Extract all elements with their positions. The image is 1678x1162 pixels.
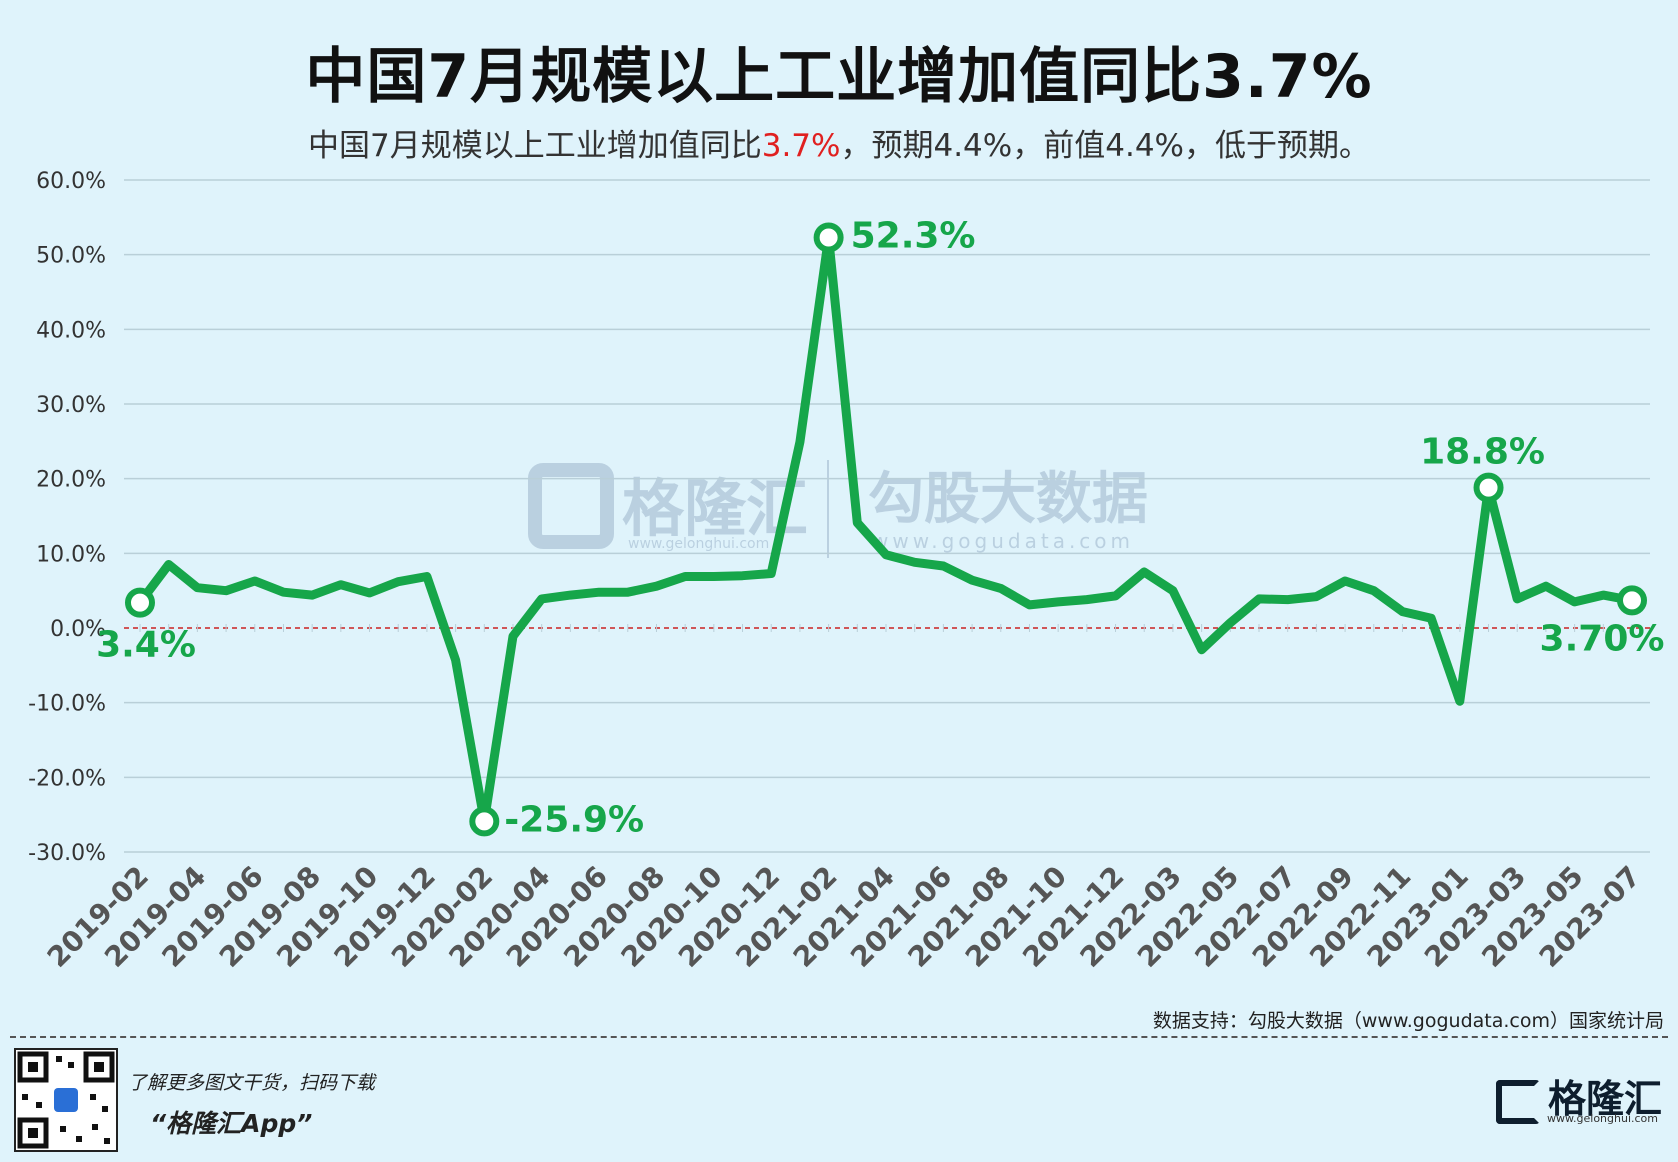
annotation-marker [1617,585,1647,616]
y-tick-label: 10.0% [36,542,106,567]
annotation-marker [469,806,500,837]
watermark-right-url: www.gogudata.com [872,529,1134,553]
brand-logo: 格隆汇 [1495,1068,1662,1124]
annotation-label: 52.3% [851,215,976,256]
watermark-right-text: 勾股大数据 [868,467,1148,532]
annotation-marker [125,587,155,618]
promo-text: 了解更多图文干货，扫码下载 [128,1072,376,1094]
qr-code-icon [14,1048,118,1152]
y-tick-label: 40.0% [36,318,106,343]
series-line-path [135,233,1637,826]
qr-pattern [17,1051,115,1149]
watermark-left-url: www.gelonghui.com [628,536,769,552]
annotations: 3.4% -25.9% 52.3% 18.8% 3.70% [96,215,1664,840]
line-chart: 格隆汇 www.gelonghui.com 勾股大数据 www.gogudata… [28,169,1664,974]
watermark: 格隆汇 www.gelonghui.com 勾股大数据 www.gogudata… [528,460,1148,558]
source-note: 数据支持：勾股大数据（www.gogudata.com）国家统计局 [1152,1010,1664,1032]
brand-url: www.gelonghui.com [1547,1112,1658,1125]
annotation-label: 3.4% [96,625,196,666]
chart-title: 中国7月规模以上工业增加值同比3.7% [305,42,1373,112]
y-tick-label: -10.0% [28,692,106,717]
subtitle-text-before: 中国7月规模以上工业增加值同比 [307,128,762,164]
annotation-label: 3.70% [1540,618,1665,659]
watermark-logo-icon [528,463,614,549]
promo-app-name: “格隆汇App” [150,1109,313,1138]
footer-divider [10,1036,1668,1038]
y-tick-label: -20.0% [28,766,106,791]
brand-name: 格隆汇 [1547,1077,1662,1121]
y-tick-label: -30.0% [28,841,106,866]
chart-subtitle: 中国7月规模以上工业增加值同比3.7%，预期4.4%，前值4.4%，低于预期。 [0,120,1678,165]
y-axis-tick-labels: 60.0% 50.0% 40.0% 30.0% 20.0% 10.0% 0.0% -10.0%… [28,169,106,866]
annotation-label: -25.9% [504,799,644,840]
y-tick-label: 0.0% [50,617,106,642]
x-axis-tick-labels: 2019-022019-042019-062019-082019-102019-… [41,860,1647,974]
subtitle-highlight-value: 3.7% [761,128,841,164]
annotation-label: 18.8% [1420,432,1545,473]
brand-g-icon [1495,1079,1540,1124]
y-tick-label: 50.0% [36,244,106,269]
y-tick-label: 60.0% [36,169,106,194]
y-tick-label: 20.0% [36,468,106,493]
series-line [135,233,1637,826]
y-tick-label: 30.0% [36,393,106,418]
subtitle-text-after: ，预期4.4%，前值4.4%，低于预期。 [840,128,1370,164]
annotation-marker [813,222,844,253]
annotation-marker [1473,472,1504,503]
